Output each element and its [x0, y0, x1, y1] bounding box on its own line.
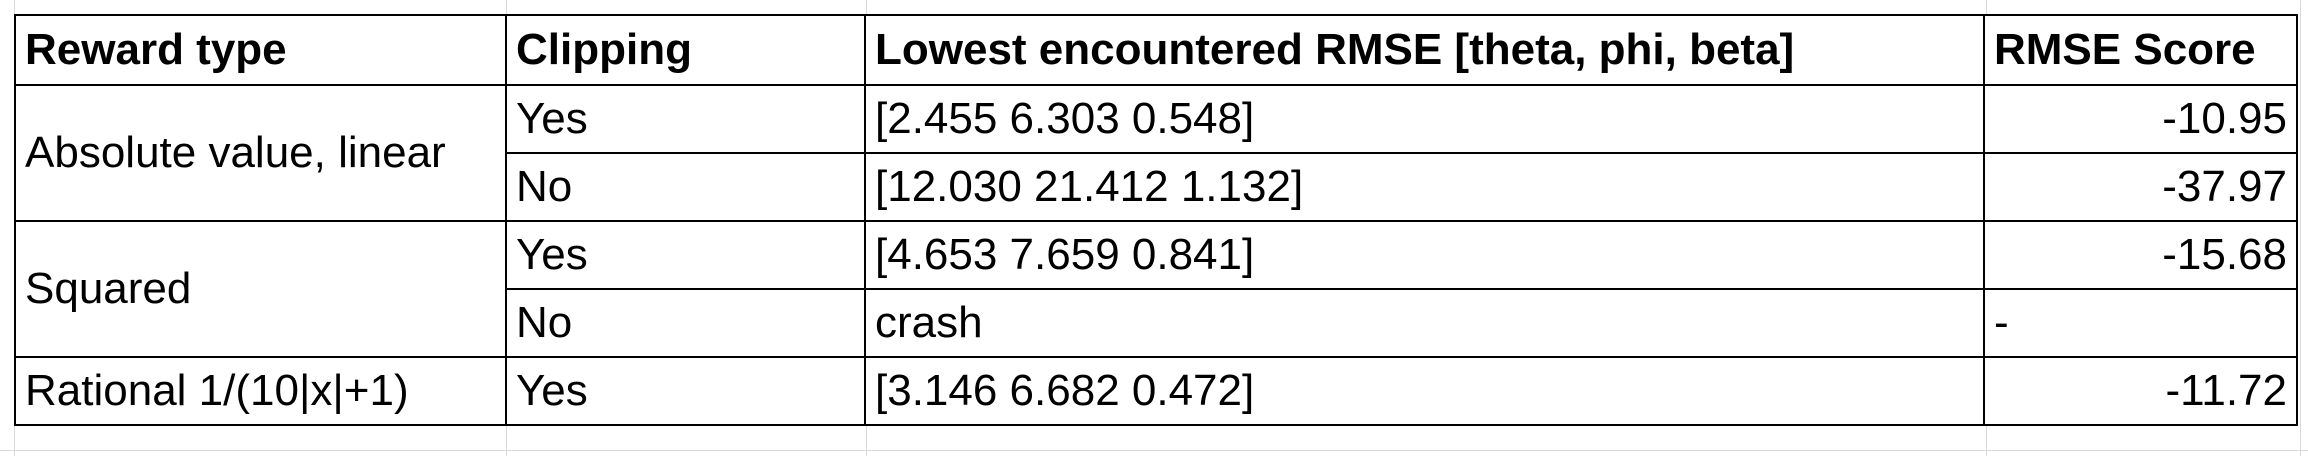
rmse-cell[interactable]: [2.455 6.303 0.548]: [864, 84, 1985, 154]
header-row: Reward type Clipping Lowest encountered …: [14, 14, 2298, 86]
clipping-cell[interactable]: Yes: [505, 220, 866, 290]
score-cell[interactable]: -10.95: [1983, 84, 2298, 154]
score-cell[interactable]: -15.68: [1983, 220, 2298, 290]
results-table: Reward type Clipping Lowest encountered …: [14, 14, 2298, 426]
rmse-cell[interactable]: [3.146 6.682 0.472]: [864, 356, 1985, 426]
clipping-cell[interactable]: No: [505, 288, 866, 358]
table-row: Squared Yes [4.653 7.659 0.841] -15.68: [14, 220, 2298, 358]
clipping-cell[interactable]: No: [505, 152, 866, 222]
score-cell[interactable]: -37.97: [1983, 152, 2298, 222]
rmse-cell[interactable]: [4.653 7.659 0.841]: [864, 220, 1985, 290]
clipping-cell[interactable]: Yes: [505, 84, 866, 154]
reward-type-cell[interactable]: Squared: [14, 220, 507, 358]
gridline: [2300, 0, 2301, 456]
header-rmse-score[interactable]: RMSE Score: [1983, 14, 2298, 86]
gridline: [0, 450, 2308, 451]
reward-type-cell[interactable]: Absolute value, linear: [14, 84, 507, 222]
header-lowest-rmse[interactable]: Lowest encountered RMSE [theta, phi, bet…: [864, 14, 1985, 86]
table-row: Rational 1/(10|x|+1) Yes [3.146 6.682 0.…: [14, 356, 2298, 426]
rmse-cell[interactable]: [12.030 21.412 1.132]: [864, 152, 1985, 222]
reward-type-cell[interactable]: Rational 1/(10|x|+1): [14, 356, 507, 426]
rmse-cell[interactable]: crash: [864, 288, 1985, 358]
score-cell[interactable]: -11.72: [1983, 356, 2298, 426]
table-row: No [12.030 21.412 1.132] -37.97: [15, 152, 2298, 222]
header-reward-type[interactable]: Reward type: [14, 14, 507, 86]
table-row: Absolute value, linear Yes [2.455 6.303 …: [14, 84, 2298, 222]
clipping-cell[interactable]: Yes: [505, 356, 866, 426]
header-clipping[interactable]: Clipping: [505, 14, 866, 86]
score-cell[interactable]: -: [1983, 288, 2298, 358]
table-row: No crash -: [15, 288, 2298, 358]
